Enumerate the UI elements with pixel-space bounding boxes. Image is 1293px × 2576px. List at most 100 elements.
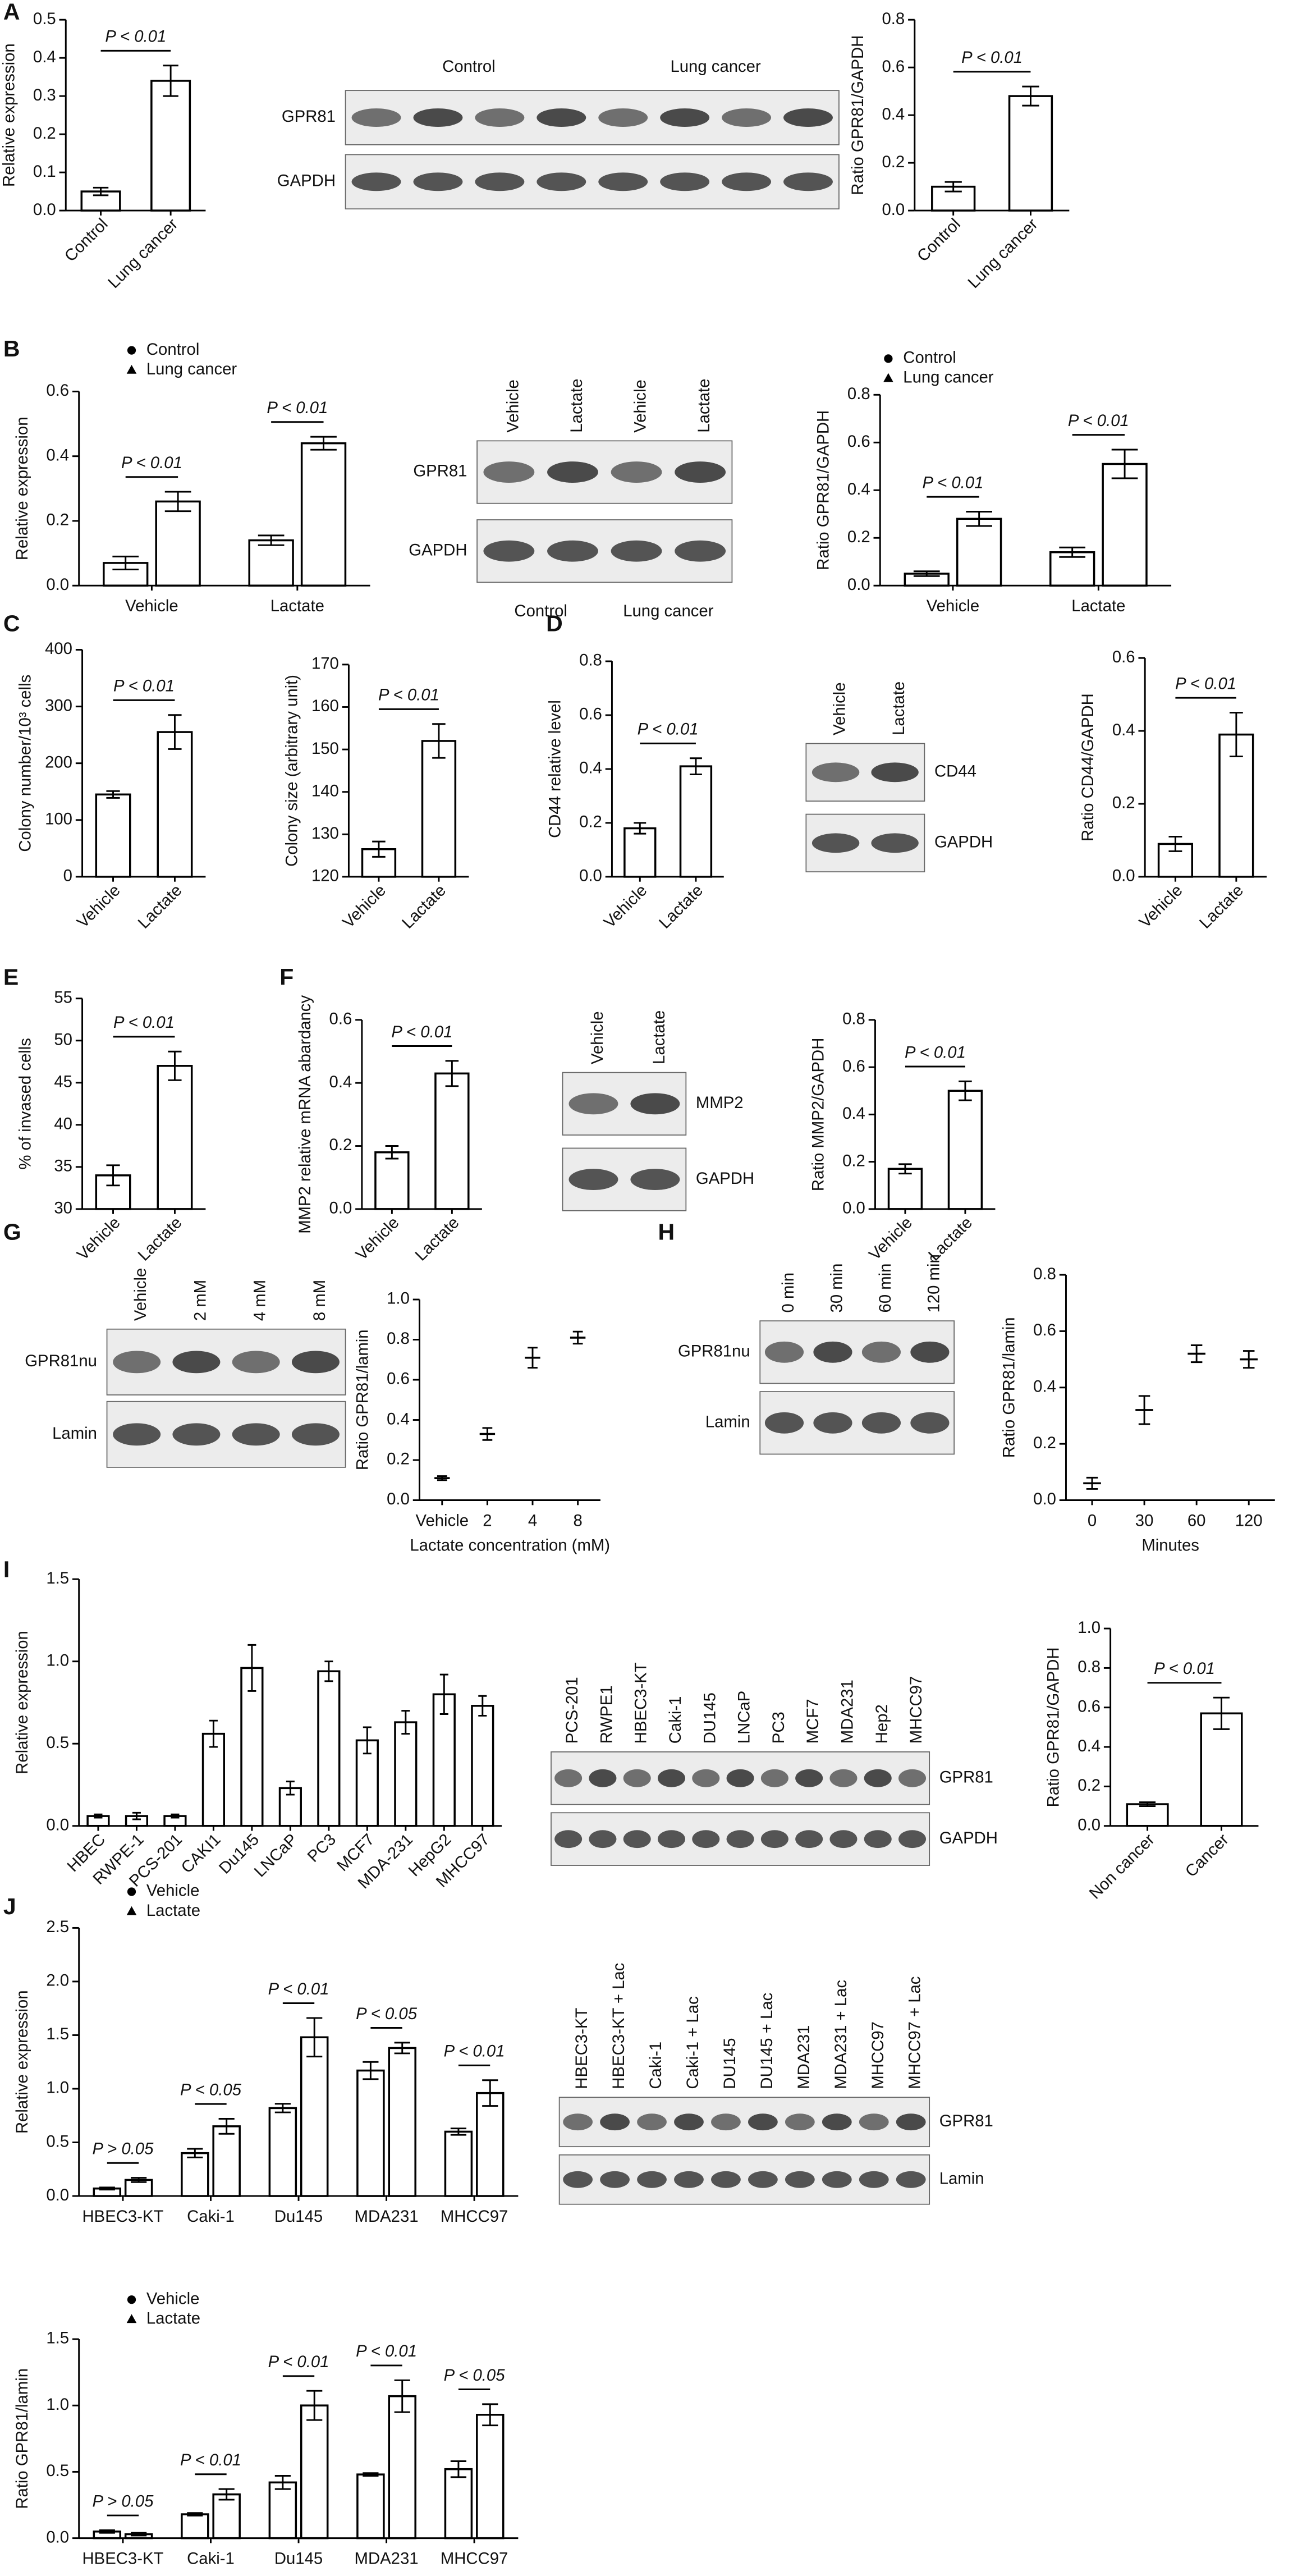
blot-band	[351, 108, 401, 127]
blot-lane-label: Vehicle	[631, 379, 650, 432]
y-axis-label: Ratio GPR81/lamin	[354, 1329, 372, 1470]
error-bar	[168, 714, 182, 750]
y-tick-label: 1.5	[46, 2329, 69, 2348]
bar	[1102, 463, 1148, 587]
x-tick-label: Vehicle	[865, 1213, 916, 1264]
blot-band	[413, 172, 463, 191]
significance-label: P < 0.01	[268, 2353, 329, 2371]
blot-band	[547, 540, 598, 562]
y-tick-label: 2.0	[46, 1971, 69, 1990]
y-tick-label: 0.2	[1078, 1776, 1101, 1795]
blot-band	[726, 1769, 754, 1787]
x-tick-label: 30	[1135, 1511, 1154, 1530]
x-tick-label: Lactate	[134, 881, 185, 932]
y-tick-label: 0.8	[387, 1329, 410, 1348]
blot-band	[554, 1769, 583, 1787]
error-bar	[1190, 1344, 1203, 1364]
x-tick-label: MHCC97	[441, 2207, 508, 2226]
error-bar	[286, 1781, 295, 1796]
y-tick-label: 0.4	[579, 759, 602, 777]
x-tick-label: Lactate	[655, 881, 707, 932]
blot-lane-label: 8 mM	[310, 1280, 329, 1321]
x-tick-label: MDA231	[355, 2207, 419, 2226]
y-tick-label: 0.0	[33, 200, 56, 219]
blot-lane-label: Lactate	[889, 681, 908, 735]
x-tick-label: Non cancer	[1085, 1830, 1158, 1902]
error-bar	[1229, 712, 1243, 758]
error-bar	[131, 2532, 147, 2537]
panel-label: J	[3, 1893, 16, 1919]
error-bar	[171, 1813, 180, 1819]
y-tick-label: 0.0	[579, 867, 602, 885]
blot-band	[783, 172, 833, 191]
legend-marker	[127, 1887, 136, 1896]
y-axis-label: Colony number/10³ cells	[16, 675, 35, 852]
blot-band	[910, 1341, 950, 1363]
error-bar	[572, 1330, 583, 1345]
blot-band	[630, 1169, 680, 1191]
bar	[471, 1705, 494, 1827]
y-axis-label: Ratio GPR81/lamin	[1000, 1317, 1019, 1458]
bar	[157, 1065, 193, 1210]
blot-band	[748, 2171, 778, 2188]
bar	[300, 442, 347, 587]
y-tick-label: 0.6	[847, 432, 870, 451]
y-tick-label: 0.0	[387, 1490, 410, 1508]
error-bar	[218, 2118, 235, 2135]
y-tick-label: 0.8	[847, 385, 870, 403]
blot-lane-label: MHCC97	[869, 2021, 887, 2089]
significance-label: P < 0.01	[961, 48, 1023, 67]
bar	[212, 2125, 241, 2197]
x-tick-label: Vehicle	[600, 881, 650, 932]
blot-lane-label: RWPE1	[597, 1686, 616, 1744]
y-axis-label: Ratio GPR81/GAPDH	[849, 35, 867, 195]
blot-band	[726, 1830, 754, 1849]
blot-band	[675, 540, 726, 562]
y-tick-label: 0.6	[1033, 1321, 1056, 1339]
blot-band	[623, 1830, 651, 1849]
y-tick-label: 0.2	[33, 124, 56, 143]
error-bar	[959, 1080, 972, 1101]
error-bar	[1138, 1395, 1150, 1425]
legend-label: Lactate	[146, 2309, 200, 2328]
significance-label: P < 0.01	[267, 399, 328, 417]
x-tick-label: 4	[528, 1511, 537, 1530]
blot-band	[660, 172, 710, 191]
blot-band	[630, 1093, 680, 1115]
y-tick-label: 0.8	[842, 1010, 865, 1028]
error-bar	[1111, 449, 1138, 479]
bar	[95, 793, 131, 878]
significance-label: P < 0.01	[1175, 675, 1236, 693]
x-tick-label: Lactate	[411, 1213, 462, 1264]
blot-band	[764, 1412, 804, 1434]
blot-band	[232, 1423, 280, 1446]
x-tick-label: Vehicle	[74, 881, 124, 932]
y-tick-label: 0.4	[1112, 721, 1135, 739]
error-bar	[131, 2177, 147, 2183]
blot-band	[813, 1341, 852, 1363]
blot-band	[232, 1351, 280, 1374]
x-tick-label: Control	[61, 215, 112, 266]
panel-label: H	[658, 1219, 675, 1245]
blot-lane-label: DU145	[700, 1692, 719, 1744]
y-tick-label: 0.0	[1078, 1815, 1101, 1834]
blot-band	[483, 461, 535, 483]
y-tick-label: 0.0	[329, 1199, 352, 1218]
error-bar	[168, 1050, 182, 1081]
blot-band	[722, 172, 772, 191]
error-bar	[306, 2390, 323, 2421]
y-tick-label: 0.4	[842, 1104, 865, 1123]
error-bar	[274, 2103, 291, 2113]
blot-band	[537, 172, 586, 191]
blot-band	[657, 1830, 686, 1849]
blot-lane-label: Vehicle	[503, 379, 522, 432]
blot-group-label: Control	[442, 57, 495, 76]
blot-lane-label: Hep2	[873, 1704, 891, 1744]
blot-band	[600, 2171, 630, 2188]
y-tick-label: 0.5	[46, 2132, 69, 2151]
bar	[356, 2473, 385, 2540]
error-bar	[432, 723, 446, 759]
y-tick-label: 0.6	[329, 1010, 352, 1028]
error-bar	[913, 570, 940, 577]
